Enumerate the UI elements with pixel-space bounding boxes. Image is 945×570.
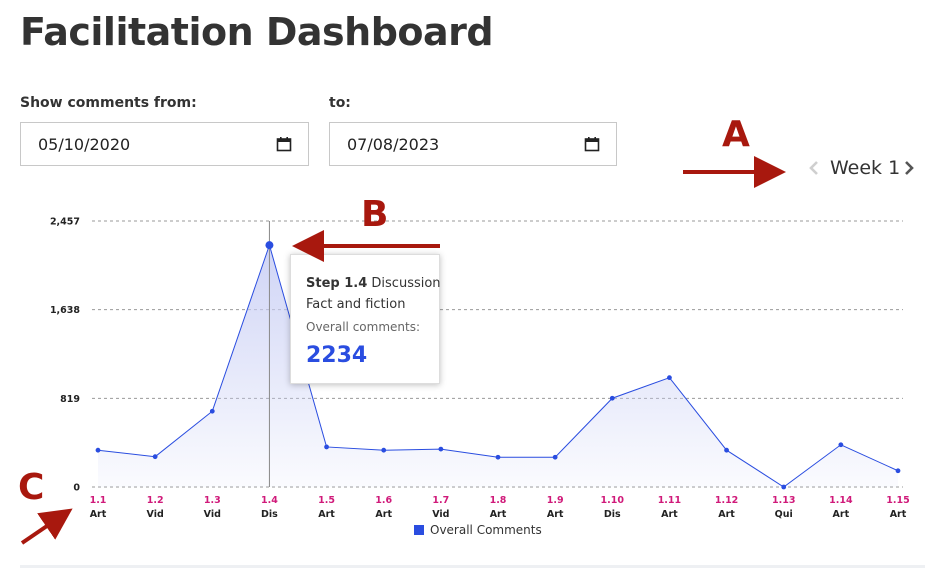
y-tick-label: 1,638	[50, 305, 80, 316]
week-label: Week 1	[830, 157, 901, 179]
to-date-label: to:	[329, 95, 351, 111]
data-point	[609, 395, 615, 401]
annotation-marker-c: C	[18, 467, 45, 508]
x-tick-step: 1.6	[375, 495, 392, 506]
x-tick-step: 1.5	[318, 495, 335, 506]
x-tick-step: 1.4	[261, 495, 278, 506]
y-tick-label: 0	[73, 483, 80, 494]
x-tick-type: Art	[90, 509, 107, 520]
page-title: Facilitation Dashboard	[20, 10, 494, 54]
annotation-marker-b: B	[361, 194, 389, 235]
data-point	[495, 454, 501, 460]
data-point	[381, 447, 387, 453]
data-point	[438, 446, 444, 452]
y-tick-label: 2,457	[50, 217, 80, 228]
from-date-label: Show comments from:	[20, 95, 197, 111]
x-tick-type: Art	[318, 509, 335, 520]
x-tick-step: 1.8	[490, 495, 507, 506]
data-point	[895, 468, 901, 474]
series-area	[98, 245, 898, 487]
legend-label: Overall Comments	[430, 523, 542, 537]
data-point	[724, 447, 729, 453]
from-date-input[interactable]: 05/10/2020	[20, 122, 309, 166]
x-tick-step: 1.12	[715, 495, 738, 506]
section-divider	[20, 565, 925, 568]
x-tick-step: 1.11	[658, 495, 681, 506]
chart-tooltip: Step 1.4 Discussion Fact and fiction Ove…	[290, 254, 441, 384]
tooltip-metric-label: Overall comments:	[306, 320, 421, 334]
legend-swatch	[414, 525, 424, 535]
tooltip-type: Discussion	[371, 276, 441, 291]
calendar-icon[interactable]	[584, 136, 600, 152]
chevron-left-icon[interactable]	[808, 160, 820, 176]
x-tick-type: Vid	[147, 509, 164, 520]
y-tick-label: 819	[60, 394, 80, 405]
data-point	[781, 484, 787, 490]
x-tick-step: 1.13	[772, 495, 795, 506]
data-point	[265, 241, 274, 250]
x-tick-step: 1.9	[547, 495, 564, 506]
x-tick-step: 1.15	[886, 495, 909, 506]
x-tick-type: Vid	[432, 509, 449, 520]
to-date-input[interactable]: 07/08/2023	[329, 122, 617, 166]
x-tick-type: Art	[890, 509, 907, 520]
x-tick-type: Art	[490, 509, 507, 520]
arrow-c	[20, 508, 73, 545]
x-tick-type: Art	[375, 509, 392, 520]
chevron-right-icon[interactable]	[903, 160, 915, 176]
data-point	[667, 375, 672, 381]
data-point	[552, 454, 558, 460]
x-tick-step: 1.3	[204, 495, 221, 506]
x-tick-type: Dis	[604, 509, 621, 520]
tooltip-title: Fact and fiction	[306, 297, 406, 312]
x-tick-type: Qui	[775, 509, 793, 520]
x-tick-type: Dis	[261, 509, 278, 520]
x-tick-type: Art	[833, 509, 850, 520]
from-date-value: 05/10/2020	[38, 135, 131, 154]
to-date-value: 07/08/2023	[347, 135, 440, 154]
x-tick-type: Vid	[204, 509, 221, 520]
annotation-marker-a: A	[722, 114, 750, 155]
tooltip-metric-value: 2234	[306, 343, 368, 368]
data-point	[838, 442, 844, 448]
calendar-icon[interactable]	[276, 136, 292, 152]
data-point	[152, 454, 158, 460]
data-point	[209, 408, 215, 414]
x-tick-step: 1.1	[90, 495, 107, 506]
x-tick-type: Art	[661, 509, 678, 520]
x-tick-step: 1.14	[829, 495, 853, 506]
x-tick-step: 1.10	[601, 495, 625, 506]
tooltip-step: Step 1.4	[306, 276, 368, 291]
data-point	[324, 444, 329, 450]
x-tick-step: 1.7	[432, 495, 449, 506]
x-tick-step: 1.2	[147, 495, 164, 506]
x-tick-type: Art	[547, 509, 564, 520]
data-point	[95, 447, 101, 453]
x-tick-type: Art	[718, 509, 735, 520]
